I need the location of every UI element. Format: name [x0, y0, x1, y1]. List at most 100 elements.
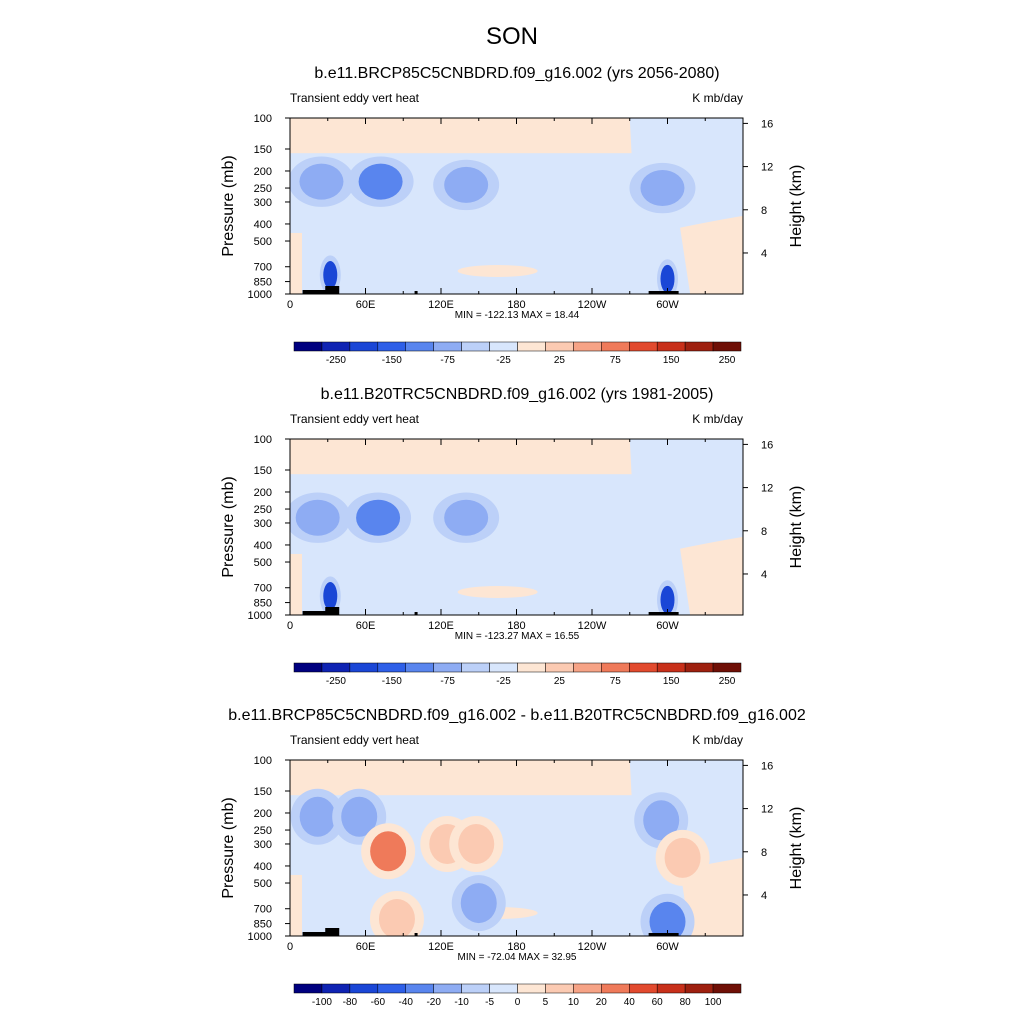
colorbar-box [601, 983, 630, 994]
colorbar: -250 -150 -75 -25 25 75 150 250 [293, 662, 742, 687]
x-tick-label: 120E [428, 299, 454, 311]
colorbar-box [573, 341, 602, 352]
colorbar-box [321, 983, 351, 994]
y-tick-label: 150 [254, 144, 272, 156]
colorbar-box [573, 662, 602, 673]
y-tick-label: 300 [254, 518, 272, 530]
colorbar-box [656, 341, 686, 352]
colorbar-label: -75 [440, 355, 455, 366]
colorbar-box [377, 341, 406, 352]
y2-tick-label: 12 [761, 804, 773, 816]
topography-africa-peak [325, 286, 340, 294]
y-tick-label: 300 [254, 839, 272, 851]
min-max-stats: MIN = -123.27 MAX = 16.55 [455, 631, 580, 642]
lower-west-positive [290, 553, 302, 615]
panel-title: b.e11.B20TRC5CNBDRD.f09_g16.002 (yrs 198… [321, 386, 714, 403]
x-tick-label: 180 [507, 299, 525, 311]
panel-title: b.e11.BRCP85C5CNBDRD.f09_g16.002 - b.e11… [228, 707, 806, 724]
colorbar-label: 0 [515, 997, 521, 1008]
contour-core-3 [323, 261, 338, 290]
colorbar-box [433, 341, 462, 352]
colorbar-box [349, 341, 379, 352]
x-tick-label: 120W [578, 941, 607, 953]
colorbar-label: 75 [610, 355, 622, 366]
colorbar-box [321, 662, 351, 673]
colorbar-label: -150 [382, 355, 402, 366]
topography-africa [302, 290, 339, 294]
x-tick-label: 180 [507, 620, 525, 632]
topography-indonesia [414, 291, 418, 294]
colorbar-box [656, 983, 686, 994]
y2-tick-label: 12 [761, 162, 773, 174]
colorbar-label: -25 [496, 355, 511, 366]
min-max-stats: MIN = -72.04 MAX = 32.95 [458, 952, 577, 963]
y-axis-label: Pressure (mb) [220, 155, 237, 256]
colorbar-box [712, 983, 742, 994]
colorbar-box [712, 662, 742, 673]
contour-core-1 [356, 499, 401, 536]
min-max-stats: MIN = -122.13 MAX = 18.44 [455, 310, 580, 321]
x-tick-label: 0 [287, 941, 293, 953]
y-tick-label: 250 [254, 825, 272, 837]
colorbar-box [629, 662, 658, 673]
y2-tick-label: 16 [761, 439, 773, 451]
contour-core-8 [378, 898, 415, 936]
colorbar-box [712, 341, 742, 352]
x-tick-label: 60W [656, 941, 679, 953]
y-tick-label: 500 [254, 878, 272, 890]
contour-field [290, 760, 743, 936]
y2-tick-label: 8 [761, 526, 767, 538]
colorbar-box [405, 662, 434, 673]
colorbar-box [545, 341, 574, 352]
colorbar-box [684, 983, 714, 994]
contour-core-0 [295, 499, 340, 536]
contour-core-4 [660, 264, 675, 293]
y-tick-label: 200 [254, 487, 272, 499]
colorbar-box [489, 662, 518, 673]
colorbar-label: -25 [496, 676, 511, 687]
colorbar-label: 80 [680, 997, 692, 1008]
y2-tick-label: 16 [761, 118, 773, 130]
contour-core-0 [299, 163, 344, 200]
contour-core-5 [460, 883, 497, 924]
x-tick-label: 60W [656, 299, 679, 311]
colorbar-box [433, 983, 462, 994]
colorbar-box [517, 662, 546, 673]
y-tick-label: 1000 [248, 610, 272, 622]
x-tick-label: 180 [507, 941, 525, 953]
y-tick-label: 300 [254, 197, 272, 209]
colorbar-box [684, 662, 714, 673]
y-tick-label: 850 [254, 919, 272, 931]
colorbar-label: -100 [312, 997, 332, 1008]
colorbar-label: -5 [485, 997, 494, 1008]
topography-africa [302, 611, 339, 615]
contour-core-4 [458, 823, 495, 864]
colorbar-box [656, 662, 686, 673]
lower-east-positive [680, 215, 743, 294]
panel-right-label: K mb/day [692, 412, 743, 426]
colorbar: -250 -150 -75 -25 25 75 150 250 [293, 341, 742, 366]
y-tick-label: 400 [254, 219, 272, 231]
colorbar-label: 40 [624, 997, 636, 1008]
y-tick-label: 700 [254, 904, 272, 916]
colorbar-label: -20 [426, 997, 441, 1008]
colorbar-box [321, 341, 351, 352]
colorbar-box [489, 341, 518, 352]
panel-right-label: K mb/day [692, 733, 743, 747]
y2-tick-label: 4 [761, 569, 767, 581]
y-tick-label: 850 [254, 598, 272, 610]
colorbar-label: -150 [382, 676, 402, 687]
chart-panel-2: b.e11.B20TRC5CNBDRD.f09_g16.002 (yrs 198… [220, 386, 805, 687]
colorbar-label: -40 [399, 997, 414, 1008]
colorbar-box [405, 983, 434, 994]
lower-east-positive [680, 536, 743, 615]
panel-left-label: Transient eddy vert heat [290, 412, 420, 426]
colorbar-label: 250 [719, 355, 736, 366]
topography-africa [302, 932, 339, 936]
y2-tick-label: 8 [761, 847, 767, 859]
y2-tick-label: 4 [761, 248, 767, 260]
colorbar: -100 -80 -60 -40 -20 -10 -5 0 5 10 20 40 60 80 100 [293, 983, 742, 1008]
y-tick-label: 500 [254, 557, 272, 569]
y-tick-label: 1000 [248, 289, 272, 301]
